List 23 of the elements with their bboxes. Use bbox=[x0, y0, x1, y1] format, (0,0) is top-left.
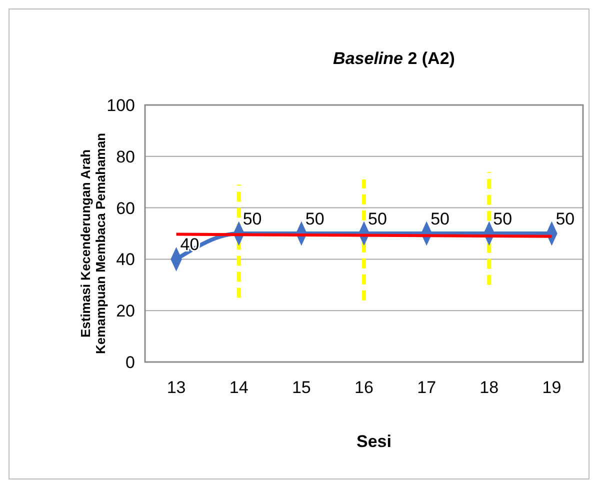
y-tick-label: 20 bbox=[116, 302, 135, 321]
data-label: 50 bbox=[242, 210, 262, 228]
y-axis-title: Estimasi Kecenderungan Arah Kemampuan Membaca Pemahaman bbox=[78, 132, 108, 354]
x-tick-label: 15 bbox=[292, 378, 311, 397]
x-tick-label: 18 bbox=[480, 378, 499, 397]
data-label: 50 bbox=[556, 210, 575, 228]
y-tick-label: 0 bbox=[126, 353, 135, 372]
y-tick-label: 100 bbox=[106, 96, 135, 115]
data-label: 50 bbox=[305, 210, 324, 228]
data-label: 50 bbox=[368, 210, 387, 228]
x-tick-label: 13 bbox=[166, 378, 186, 397]
chart-title: Baseline 2 (A2) bbox=[333, 49, 455, 68]
x-axis-title: Sesi bbox=[356, 432, 392, 451]
x-tick-label: 16 bbox=[354, 378, 374, 397]
y-tick-label: 80 bbox=[116, 147, 135, 166]
data-label: 50 bbox=[493, 210, 512, 228]
x-tick-label: 14 bbox=[229, 378, 248, 397]
y-tick-label: 40 bbox=[116, 250, 135, 270]
data-label: 40 bbox=[180, 235, 200, 254]
y-tick-label: 60 bbox=[116, 198, 135, 218]
x-tick-label: 17 bbox=[417, 378, 436, 397]
x-tick-label: 19 bbox=[542, 378, 562, 397]
data-label: 50 bbox=[430, 210, 450, 228]
